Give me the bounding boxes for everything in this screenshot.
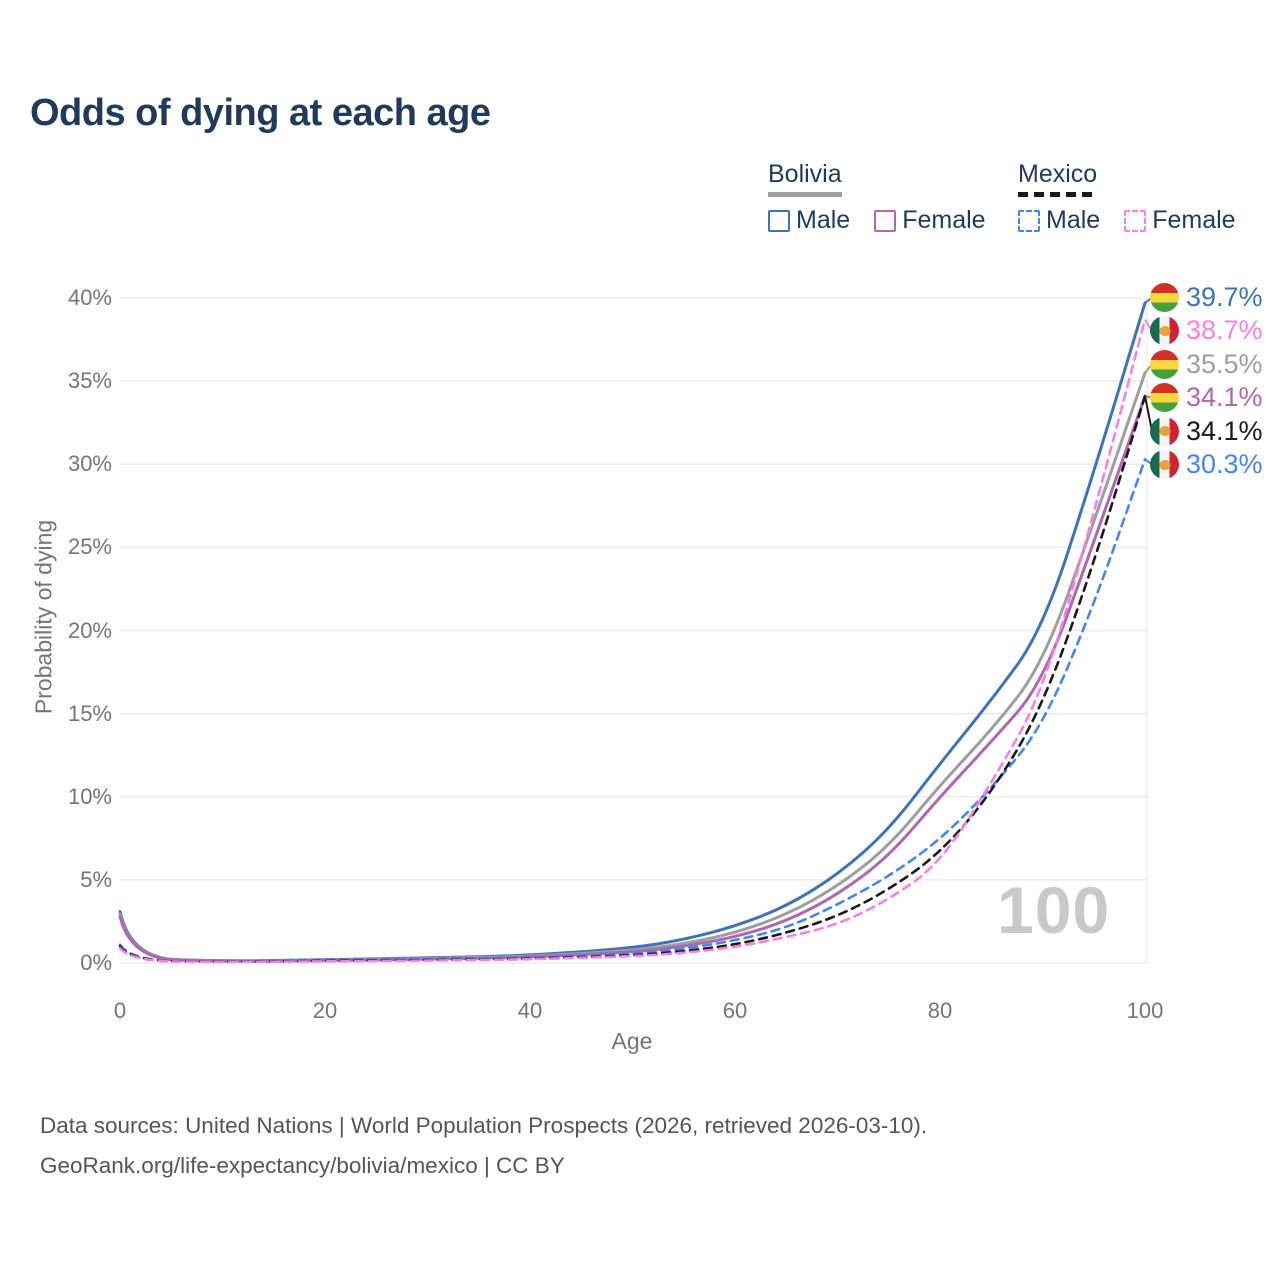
y-tick-label: 40% bbox=[67, 285, 112, 310]
footer: Data sources: United Nations | World Pop… bbox=[40, 1106, 927, 1186]
end-label-value: 34.1% bbox=[1186, 415, 1263, 446]
end-label-value: 35.5% bbox=[1186, 348, 1263, 379]
x-tick-label: 80 bbox=[927, 998, 953, 1023]
legend-country-label: Mexico bbox=[1018, 160, 1098, 188]
y-tick-label: 30% bbox=[67, 451, 112, 477]
legend-item-bolivia-male[interactable]: Male bbox=[768, 206, 850, 235]
end-label-value: 38.7% bbox=[1186, 315, 1263, 346]
legend-items-row: Male Female bbox=[768, 206, 1010, 235]
series-line-bolivia-female bbox=[118, 394, 1147, 963]
legend-linestyle-sample-icon bbox=[1018, 192, 1098, 197]
legend: Bolivia Male Female Mexico Male Female bbox=[768, 160, 1278, 240]
data-sources-text: Data sources: United Nations | World Pop… bbox=[40, 1113, 928, 1138]
chart-title: Odds of dying at each age bbox=[30, 92, 491, 134]
x-tick-label: 40 bbox=[517, 998, 543, 1023]
legend-item-label: Male bbox=[1046, 206, 1101, 234]
legend-checkbox-icon[interactable] bbox=[1124, 209, 1147, 232]
x-tick-label: 100 bbox=[1126, 998, 1164, 1023]
x-tick-label: 20 bbox=[312, 998, 338, 1023]
legend-item-label: Female bbox=[1152, 206, 1236, 234]
legend-country-header-bolivia: Bolivia bbox=[768, 160, 842, 197]
legend-country-label: Bolivia bbox=[768, 160, 842, 188]
x-tick-label: 60 bbox=[722, 998, 748, 1023]
legend-group-mexico: Mexico Male Female bbox=[1018, 160, 1260, 235]
watermark-max-age: 100 bbox=[997, 873, 1111, 947]
legend-group-bolivia: Bolivia Male Female bbox=[768, 160, 1010, 235]
y-tick-label: 10% bbox=[67, 783, 112, 809]
legend-item-mexico-male[interactable]: Male bbox=[1018, 206, 1100, 235]
legend-linestyle-sample-icon bbox=[768, 192, 842, 197]
legend-checkbox-icon[interactable] bbox=[874, 209, 897, 232]
y-tick-label: 25% bbox=[67, 534, 112, 560]
bolivia-flag-icon bbox=[1150, 349, 1179, 379]
bolivia-flag-icon bbox=[1150, 383, 1179, 413]
legend-item-label: Male bbox=[796, 206, 851, 234]
legend-checkbox-icon[interactable] bbox=[768, 209, 790, 232]
legend-checkbox-icon[interactable] bbox=[1018, 209, 1040, 232]
series-line-bolivia-male bbox=[118, 301, 1147, 963]
series-line-mexico-male bbox=[118, 457, 1147, 963]
end-label-value: 39.7% bbox=[1186, 282, 1263, 312]
series-line-mexico-both-sexes bbox=[118, 394, 1147, 964]
y-tick-label: 15% bbox=[67, 700, 112, 726]
attribution-text: GeoRank.org/life-expectancy/bolivia/mexi… bbox=[40, 1153, 565, 1178]
legend-item-mexico-female[interactable]: Female bbox=[1124, 206, 1236, 235]
mexico-flag-icon bbox=[1150, 450, 1179, 479]
end-label-value: 30.3% bbox=[1186, 449, 1263, 479]
end-label-bolivia-female: 34.1% bbox=[1150, 382, 1263, 413]
legend-item-label: Female bbox=[902, 206, 986, 234]
end-label-mexico-female: 38.7% bbox=[1150, 315, 1263, 346]
end-label-value: 34.1% bbox=[1186, 382, 1263, 413]
series-line-mexico-female bbox=[118, 318, 1147, 964]
end-label-mexico-male: 30.3% bbox=[1150, 449, 1263, 480]
mexico-flag-icon bbox=[1150, 416, 1179, 446]
y-tick-label: 0% bbox=[80, 950, 112, 975]
x-axis-title: Age bbox=[611, 1028, 653, 1054]
y-tick-label: 35% bbox=[67, 368, 112, 394]
end-label-mexico-both-sexes: 34.1% bbox=[1150, 416, 1263, 447]
y-tick-label: 20% bbox=[67, 617, 112, 643]
y-tick-label: 5% bbox=[80, 866, 112, 892]
mexico-flag-icon bbox=[1150, 316, 1179, 346]
end-label-bolivia-male: 39.7% bbox=[1150, 282, 1263, 313]
bolivia-flag-icon bbox=[1150, 283, 1179, 312]
x-tick-label: 0 bbox=[113, 998, 127, 1023]
series-line-bolivia-both-sexes bbox=[118, 371, 1147, 963]
legend-item-bolivia-female[interactable]: Female bbox=[874, 206, 986, 235]
end-label-bolivia-both-sexes: 35.5% bbox=[1150, 349, 1263, 380]
legend-items-row: Male Female bbox=[1018, 206, 1260, 235]
legend-country-header-mexico: Mexico bbox=[1018, 160, 1098, 197]
